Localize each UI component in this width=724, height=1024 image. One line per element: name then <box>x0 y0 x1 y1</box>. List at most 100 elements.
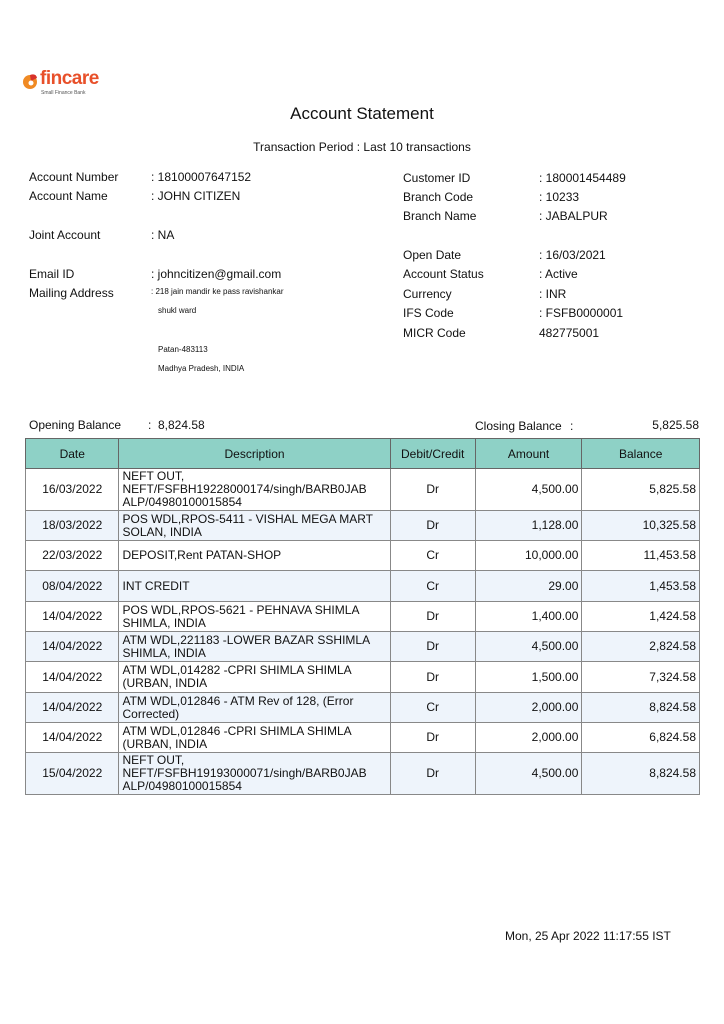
opening-balance-label: Opening Balance <box>29 418 122 432</box>
table-row: 14/04/2022 ATM WDL,012846 -CPRI SHIMLA SH… <box>24 722 700 753</box>
field-value: : 218 jain mandir ke pass ravishankar <box>151 287 284 296</box>
amount-cell: 1,128.00 <box>474 510 583 541</box>
description-cell: DEPOSIT,Rent PATAN-SHOP <box>118 540 391 571</box>
bank-logo: fincare Small Finance Bank <box>22 68 112 100</box>
amount-cell: 29.00 <box>474 570 583 602</box>
balance-cell: 8,824.58 <box>581 752 700 795</box>
logo-mark-icon <box>23 74 37 89</box>
description-cell: ATM WDL,012846 - ATM Rev of 128, (Error … <box>118 692 391 723</box>
date-cell: 08/04/2022 <box>24 570 120 602</box>
amount-cell: 4,500.00 <box>474 468 583 511</box>
field-value: : FSFB0000001 <box>539 306 624 320</box>
table-row: 14/04/2022 ATM WDL,014282 -CPRI SHIMLA SH… <box>24 661 700 693</box>
field-label: Account Status <box>403 267 484 281</box>
table-row: 14/04/2022 ATM WDL,221183 -LOWER BAZAR SS… <box>24 631 700 662</box>
field-value: : INR <box>539 287 567 301</box>
field-label: Email ID <box>29 267 75 281</box>
table-row: 16/03/2022 NEFT OUT, NEFT/FSFBH1922800017… <box>24 468 700 511</box>
opening-balance-sep: : <box>148 418 152 432</box>
description-cell: ATM WDL,221183 -LOWER BAZAR SSHIMLA SHIM… <box>118 631 391 662</box>
date-cell: 18/03/2022 <box>24 510 120 541</box>
type-cell: Cr <box>389 692 476 723</box>
amount-cell: 4,500.00 <box>474 631 583 662</box>
balance-cell: 1,424.58 <box>581 601 700 632</box>
amount-cell: 10,000.00 <box>474 540 583 571</box>
type-cell: Dr <box>389 510 476 541</box>
transaction-period: Transaction Period : Last 10 transaction… <box>253 140 471 154</box>
balance-cell: 10,325.58 <box>581 510 700 541</box>
opening-balance-value: 8,824.58 <box>158 418 205 432</box>
balance-cell: 6,824.58 <box>581 722 700 753</box>
transactions-table: Date Description Debit/Credit Amount Balance… <box>24 438 700 795</box>
address-line: Patan-483113 <box>158 345 208 354</box>
address-line: shukl ward <box>158 306 197 315</box>
logo-tagline: Small Finance Bank <box>41 90 86 96</box>
balance-cell: 8,824.58 <box>581 692 700 723</box>
date-cell: 14/04/2022 <box>24 722 120 753</box>
field-value: : JOHN CITIZEN <box>151 189 241 203</box>
balance-cell: 2,824.58 <box>581 631 700 662</box>
description-cell: ATM WDL,012846 -CPRI SHIMLA SHIMLA (URBA… <box>118 722 391 753</box>
amount-cell: 1,500.00 <box>474 661 583 693</box>
field-label: Joint Account <box>29 228 101 242</box>
field-value: : 10233 <box>539 190 580 204</box>
type-cell: Cr <box>389 540 476 571</box>
date-cell: 14/04/2022 <box>24 692 120 723</box>
field-label: Open Date <box>403 248 462 262</box>
amount-cell: 2,000.00 <box>474 692 583 723</box>
balance-cell: 5,825.58 <box>581 468 700 511</box>
field-value: : johncitizen@gmail.com <box>151 267 282 281</box>
field-label: IFS Code <box>403 306 454 320</box>
field-value: : JABALPUR <box>539 209 608 223</box>
type-cell: Cr <box>389 570 476 602</box>
closing-balance-value: 5,825.58 <box>652 418 699 432</box>
field-value: : NA <box>151 228 175 242</box>
description-cell: ATM WDL,014282 -CPRI SHIMLA SHIMLA (URBA… <box>118 661 391 693</box>
type-cell: Dr <box>389 631 476 662</box>
amount-cell: 4,500.00 <box>474 752 583 795</box>
amount-cell: 1,400.00 <box>474 601 583 632</box>
amount-cell: 2,000.00 <box>474 722 583 753</box>
description-cell: NEFT OUT, NEFT/FSFBH19193000071/singh/BA… <box>118 752 391 795</box>
description-cell: NEFT OUT, NEFT/FSFBH19228000174/singh/BA… <box>118 468 391 511</box>
field-label: MICR Code <box>403 326 466 340</box>
column-header: Date <box>24 438 120 469</box>
balance-cell: 7,324.58 <box>581 661 700 693</box>
field-label: Currency <box>403 287 452 301</box>
date-cell: 14/04/2022 <box>24 601 120 632</box>
field-label: Mailing Address <box>29 286 114 300</box>
page-title: Account Statement <box>290 104 434 123</box>
description-cell: POS WDL,RPOS-5621 - PEHNAVA SHIMLA SHIML… <box>118 601 391 632</box>
address-line: Madhya Pradesh, INDIA <box>158 364 245 373</box>
field-label: Account Number <box>29 170 119 184</box>
date-cell: 15/04/2022 <box>24 752 120 795</box>
type-cell: Dr <box>389 601 476 632</box>
closing-balance-sep: : <box>570 419 574 433</box>
table-row: 15/04/2022 NEFT OUT, NEFT/FSFBH1919300007… <box>24 752 700 795</box>
generated-timestamp: Mon, 25 Apr 2022 11:17:55 IST <box>505 929 671 943</box>
type-cell: Dr <box>389 468 476 511</box>
description-cell: POS WDL,RPOS-5411 - VISHAL MEGA MART SOL… <box>118 510 391 541</box>
table-row: 14/04/2022 ATM WDL,012846 - ATM Rev of 12… <box>24 692 700 723</box>
table-row: 14/04/2022 POS WDL,RPOS-5621 - PEHNAVA SH… <box>24 601 700 632</box>
column-header: Amount <box>474 438 583 469</box>
field-value: : 180001454489 <box>539 171 626 185</box>
field-value: : 16/03/2021 <box>539 248 606 262</box>
field-label: Account Name <box>29 189 108 203</box>
column-header: Debit/Credit <box>389 438 476 469</box>
table-row: 08/04/2022 INT CREDIT Cr 29.00 1,453.58 <box>24 570 700 602</box>
date-cell: 14/04/2022 <box>24 661 120 693</box>
balance-cell: 11,453.58 <box>581 540 700 571</box>
column-header: Balance <box>581 438 700 469</box>
date-cell: 16/03/2022 <box>24 468 120 511</box>
field-label: Customer ID <box>403 171 471 185</box>
field-label: Branch Name <box>403 209 477 223</box>
field-label: Branch Code <box>403 190 474 204</box>
table-row: 22/03/2022 DEPOSIT,Rent PATAN-SHOP Cr 10,00… <box>24 540 700 571</box>
date-cell: 14/04/2022 <box>24 631 120 662</box>
type-cell: Dr <box>389 722 476 753</box>
table-row: 18/03/2022 POS WDL,RPOS-5411 - VISHAL MEG… <box>24 510 700 541</box>
field-value: 482775001 <box>539 326 600 340</box>
date-cell: 22/03/2022 <box>24 540 120 571</box>
